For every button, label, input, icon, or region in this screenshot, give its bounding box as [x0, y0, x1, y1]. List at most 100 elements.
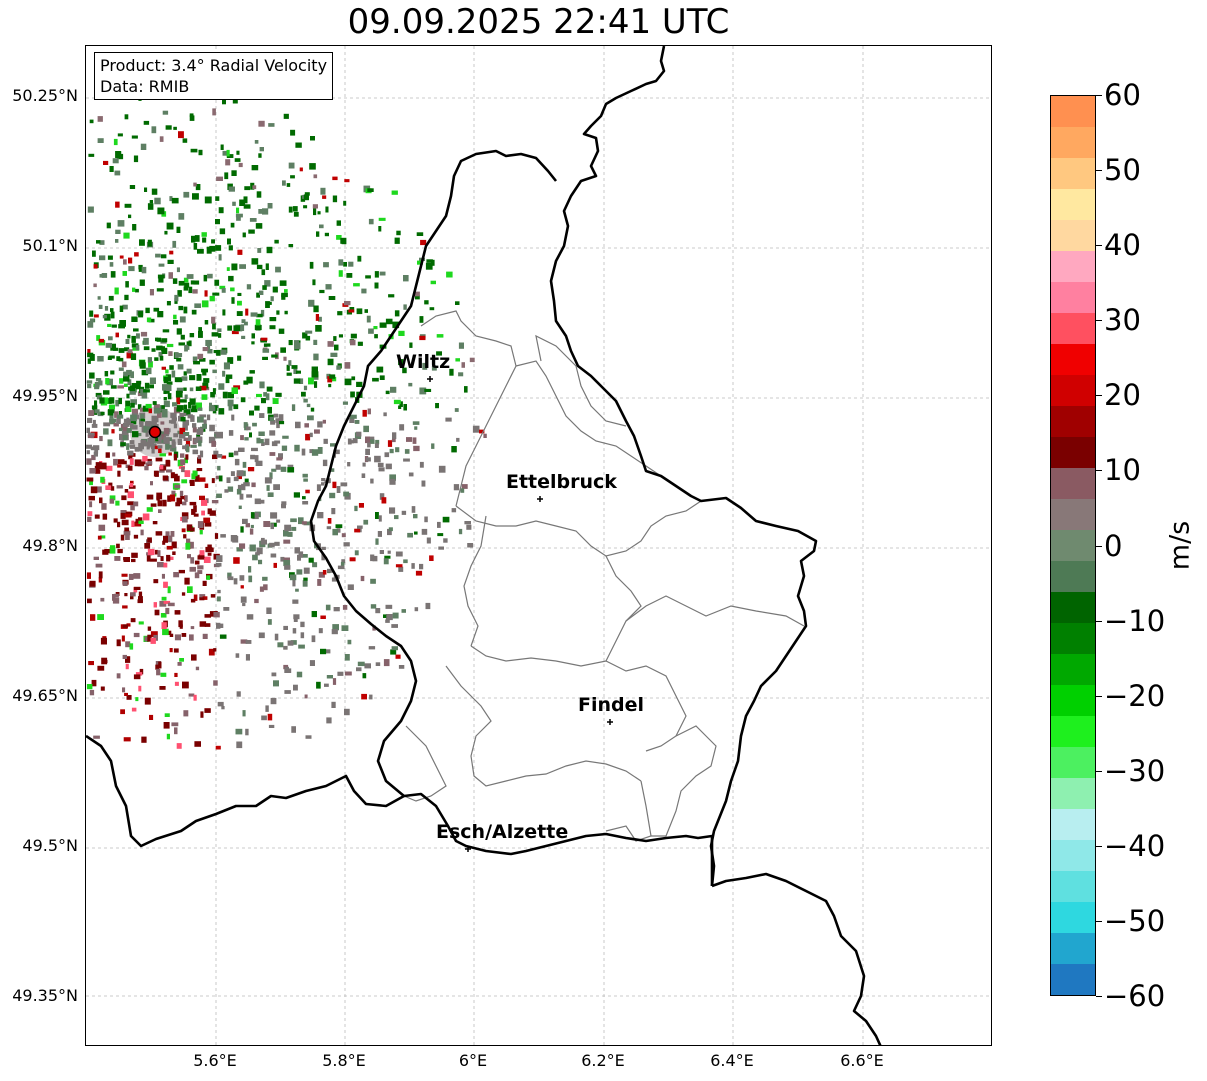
echo-cell: [324, 683, 329, 687]
city-label-esch-alzette: Esch/Alzette: [436, 821, 569, 843]
echo-cell: [342, 605, 348, 610]
echo-cell: [215, 432, 221, 438]
echo-cell: [163, 400, 170, 408]
echo-cell: [161, 338, 168, 343]
lon-tick-label: 6°E: [458, 1051, 488, 1070]
echo-cell: [161, 366, 166, 370]
echo-cell: [184, 577, 190, 585]
echo-cell: [151, 415, 159, 423]
echo-cell: [199, 597, 205, 601]
echo-cell: [376, 366, 384, 373]
echo-cell: [249, 432, 252, 438]
echo-cell: [203, 378, 210, 383]
echo-cell: [170, 420, 177, 424]
echo-cell: [157, 550, 161, 557]
echo-cell: [181, 528, 186, 533]
echo-cell: [209, 359, 215, 365]
echo-cell: [350, 391, 355, 398]
echo-cell: [328, 296, 336, 300]
echo-cell: [331, 577, 339, 582]
echo-cell: [218, 475, 223, 482]
echo-cell: [291, 726, 296, 733]
echo-cell: [211, 478, 215, 484]
echo-cell: [188, 286, 193, 294]
echo-cell: [313, 339, 318, 345]
echo-cell: [295, 142, 302, 148]
echo-cell: [282, 435, 289, 439]
echo-cell: [209, 510, 216, 516]
echo-cell: [437, 533, 444, 537]
echo-cell: [130, 618, 136, 623]
echo-cell: [219, 634, 227, 639]
echo-cell: [123, 259, 127, 265]
echo-cell: [100, 686, 105, 691]
echo-cell: [395, 551, 403, 557]
echo-cell: [206, 246, 212, 254]
echo-cell: [284, 289, 288, 293]
echo-cell: [128, 214, 132, 219]
echo-cell: [175, 390, 183, 398]
echo-cell: [246, 426, 251, 431]
echo-cell: [343, 262, 347, 267]
echo-cell: [451, 508, 457, 513]
echo-cell: [207, 552, 212, 556]
echo-cell: [105, 342, 112, 348]
echo-cell: [155, 664, 160, 670]
colorbar-tick-label: −60: [1104, 979, 1166, 1013]
echo-cell: [403, 275, 409, 282]
echo-cell: [200, 711, 204, 718]
echo-cell: [226, 149, 230, 157]
echo-cell: [135, 414, 139, 420]
echo-cell: [244, 186, 251, 191]
map-plot-area[interactable]: [85, 45, 992, 1046]
echo-cell: [412, 421, 420, 425]
echo-cell: [237, 355, 242, 361]
echo-cell: [171, 490, 176, 495]
echo-cell: [337, 671, 344, 676]
echo-cell: [94, 382, 100, 388]
echo-cell: [347, 438, 352, 445]
echo-cell: [267, 406, 272, 414]
echo-cell: [338, 270, 343, 277]
echo-cell: [426, 259, 433, 263]
echo-cell: [125, 663, 129, 670]
echo-cell: [115, 399, 120, 407]
echo-cell: [207, 349, 213, 354]
echo-cell: [155, 253, 161, 258]
echo-cell: [244, 478, 249, 485]
echo-cell: [446, 271, 453, 278]
radar-site-marker[interactable]: [148, 425, 162, 439]
echo-cell: [317, 512, 324, 519]
echo-cell: [124, 294, 129, 301]
echo-cell: [252, 554, 258, 561]
echo-cell: [241, 319, 246, 324]
echo-cell: [296, 569, 303, 575]
echo-cell: [227, 392, 234, 399]
echo-cell: [284, 690, 291, 694]
echo-cell: [112, 158, 119, 164]
echo-cell: [99, 240, 105, 245]
echo-cell: [251, 258, 259, 265]
echo-cell: [162, 110, 169, 115]
echo-cell: [185, 446, 190, 453]
echo-cell: [298, 517, 304, 525]
echo-cell: [309, 449, 314, 454]
echo-cell: [236, 207, 240, 214]
echo-cell: [337, 565, 345, 570]
echo-cell: [269, 325, 276, 330]
echo-cell: [149, 200, 153, 204]
echo-cell: [391, 190, 398, 195]
echo-cell: [121, 573, 128, 577]
echo-cell: [313, 208, 317, 216]
echo-cell: [218, 333, 222, 338]
echo-cell: [254, 140, 259, 144]
echo-cell: [178, 342, 185, 346]
echo-cell: [162, 628, 169, 636]
echo-cell: [194, 474, 200, 482]
echo-cell: [199, 621, 207, 627]
echo-cell: [202, 370, 207, 376]
echo-cell: [130, 444, 135, 449]
echo-cell: [122, 271, 127, 276]
echo-cell: [158, 661, 162, 669]
echo-cell: [295, 588, 299, 592]
